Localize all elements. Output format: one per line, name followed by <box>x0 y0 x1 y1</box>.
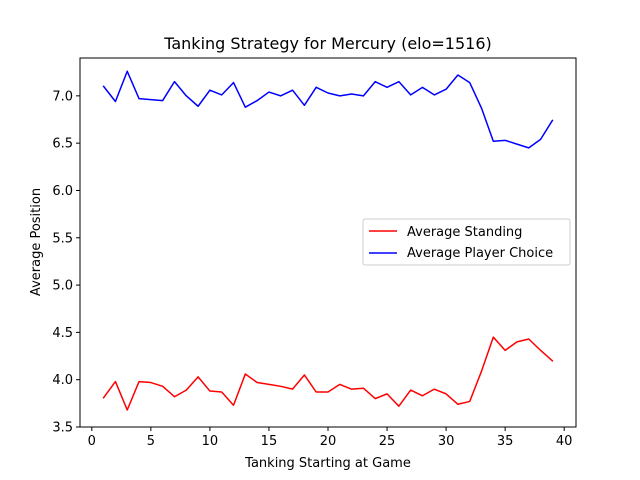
y-tick-label: 4.0 <box>52 373 73 388</box>
chart-title: Tanking Strategy for Mercury (elo=1516) <box>163 34 492 53</box>
series-line-average-player-choice <box>102 70 554 149</box>
y-tick-label: 6.5 <box>52 137 73 152</box>
legend-label-average-standing: Average Standing <box>407 225 522 240</box>
x-axis-label: Tanking Starting at Game <box>244 456 411 471</box>
y-tick-label: 4.5 <box>52 326 73 341</box>
x-tick-label: 40 <box>556 434 573 449</box>
y-tick-label: 5.5 <box>52 231 73 246</box>
x-tick-label: 20 <box>320 434 337 449</box>
x-tick-label: 15 <box>261 434 278 449</box>
x-tick-label: 30 <box>438 434 455 449</box>
x-tick-label: 35 <box>497 434 514 449</box>
plot-area: 0 5 10 15 20 25 30 35 40 3.5 4.0 4.5 5.0 5.5 6.0 6.5 7.0 <box>52 70 573 449</box>
x-tick-label: 0 <box>88 434 96 449</box>
plot-frame <box>79 57 577 428</box>
y-tick-label: 3.5 <box>52 421 73 436</box>
y-tick-label: 5.0 <box>52 279 73 294</box>
x-tick-label: 25 <box>379 434 396 449</box>
legend: Average Standing Average Player Choice <box>362 218 571 266</box>
y-axis-label: Average Position <box>29 188 44 296</box>
x-tick-label: 5 <box>147 434 155 449</box>
y-tick-label: 7.0 <box>52 89 73 104</box>
legend-label-average-player-choice: Average Player Choice <box>407 246 553 261</box>
series-line-average-standing <box>102 336 554 411</box>
x-tick-label: 10 <box>202 434 219 449</box>
legend-box <box>362 218 571 266</box>
y-tick-label: 6.0 <box>52 184 73 199</box>
